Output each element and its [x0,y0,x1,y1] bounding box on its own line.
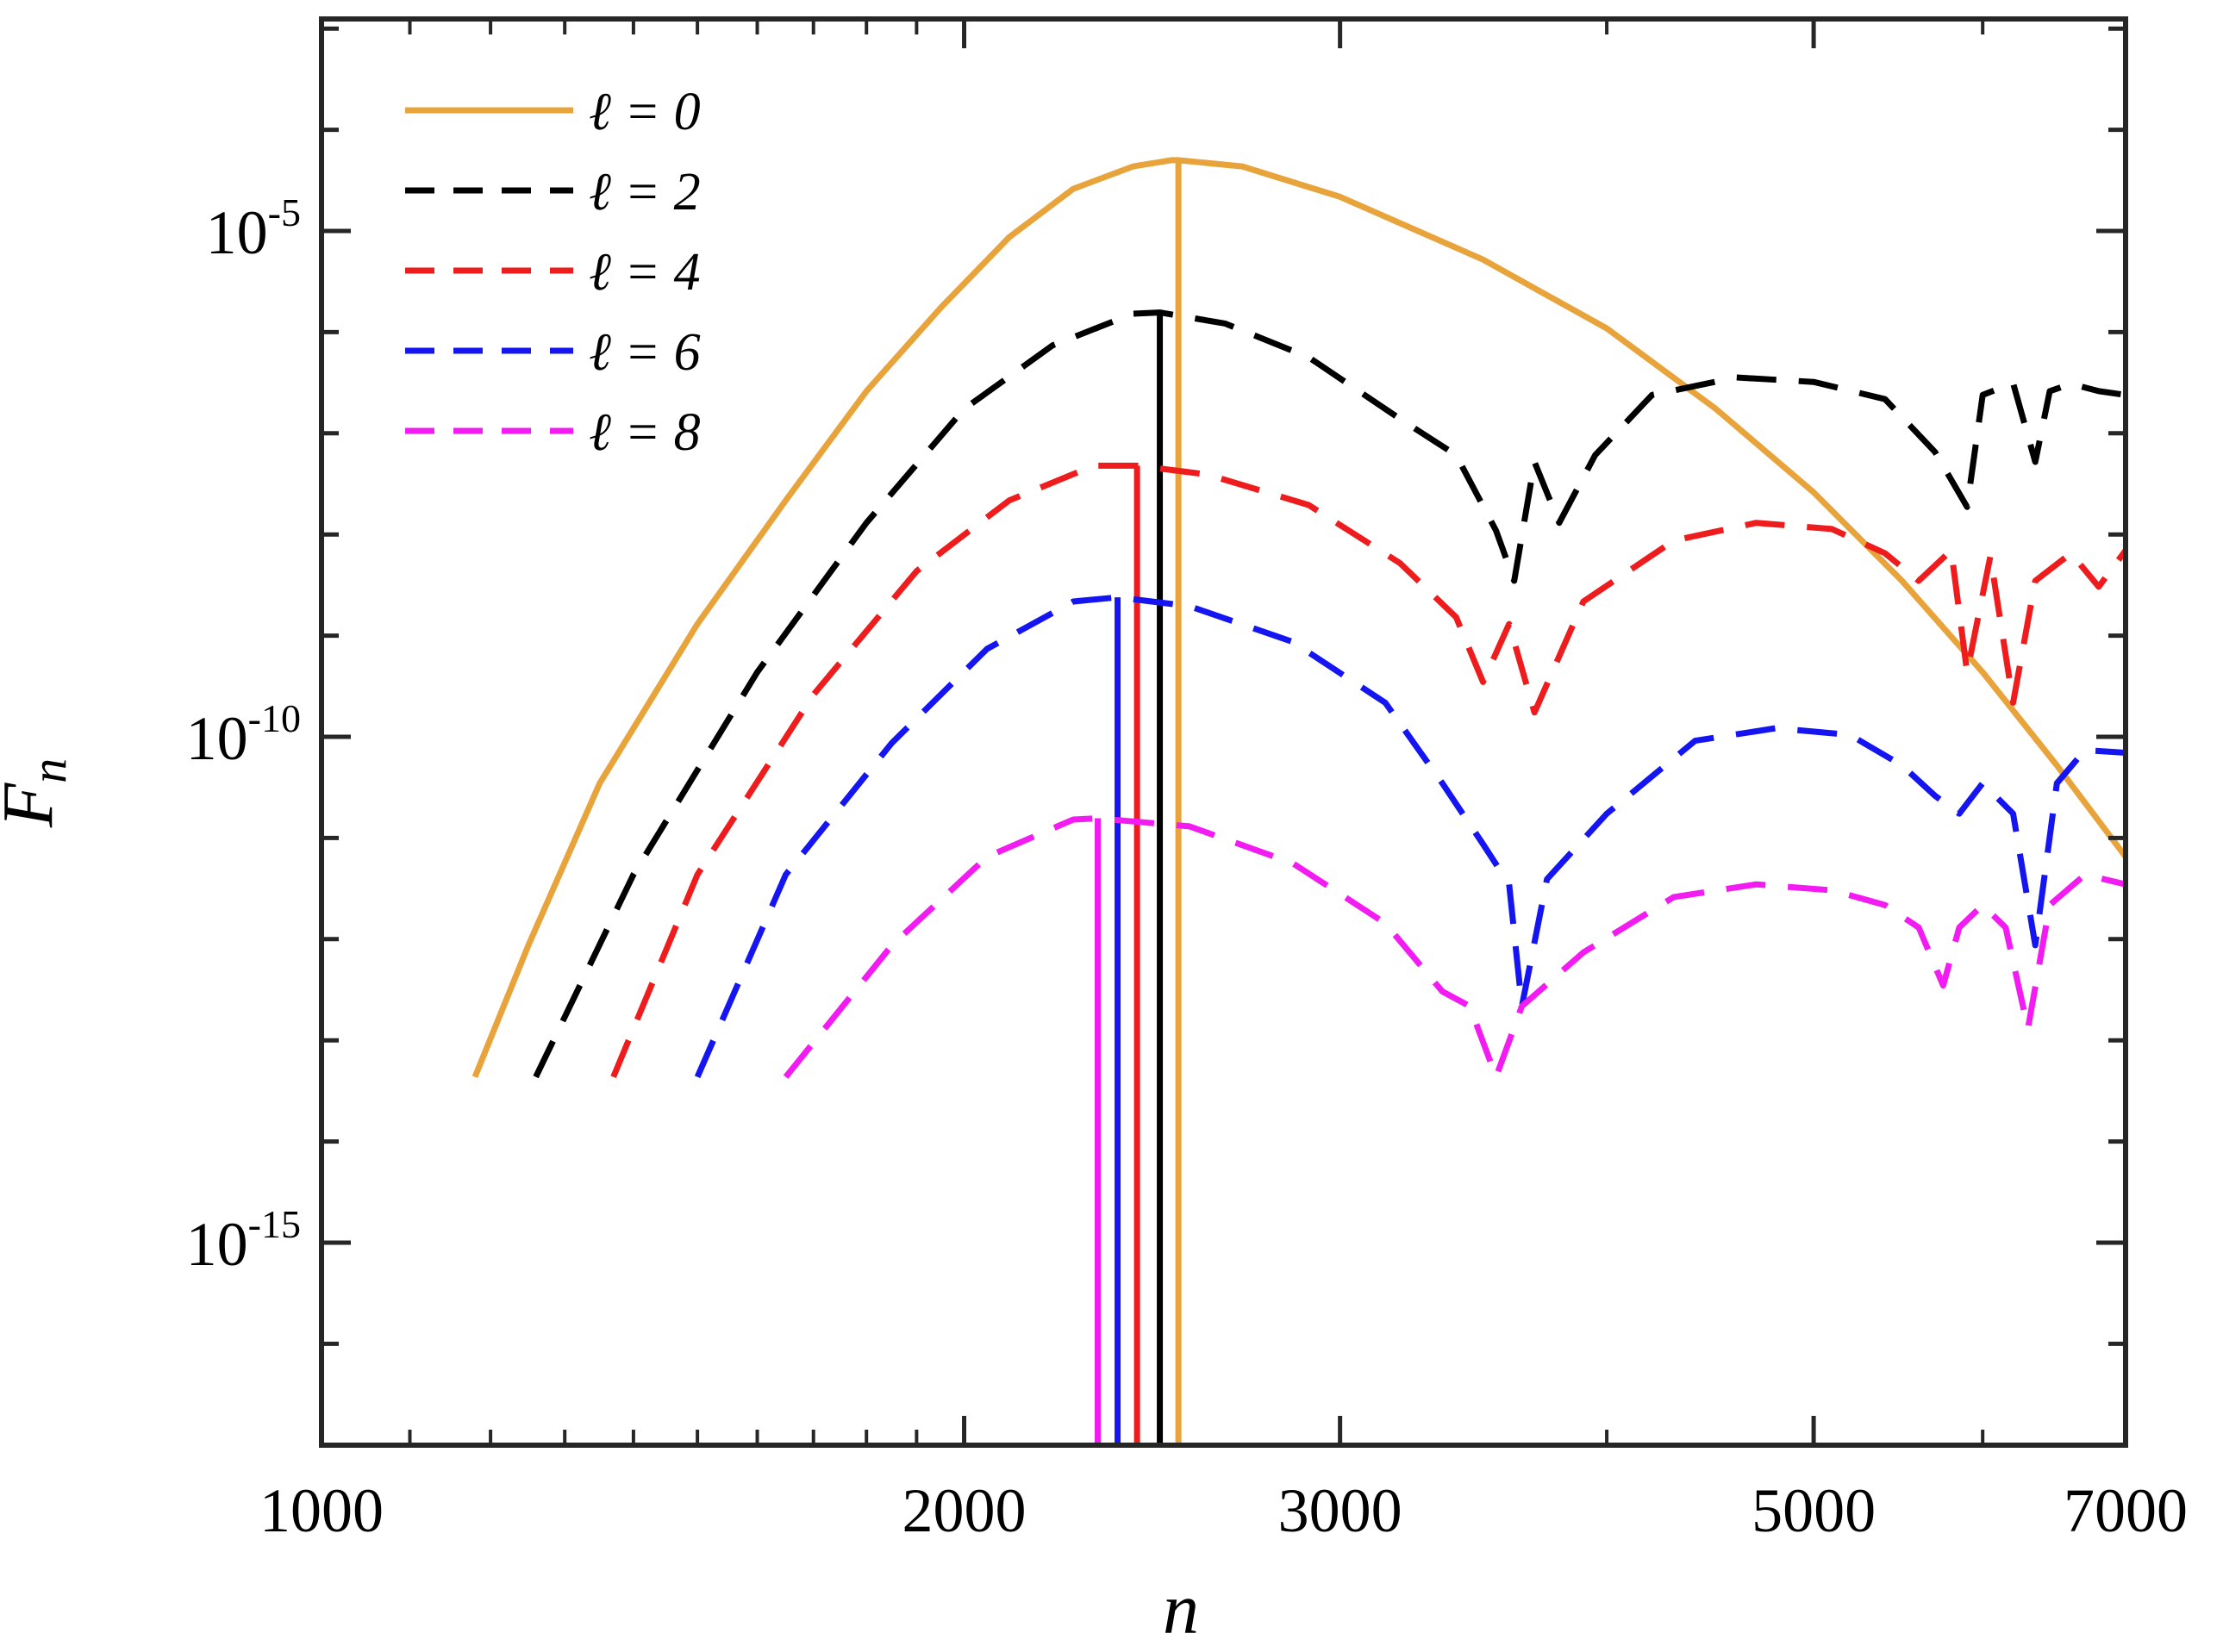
y-tick-label-exponent: -15 [248,1202,301,1246]
series-line-l2 [533,309,2126,1079]
series-line-l0 [471,157,2126,1079]
axes-frame [319,16,2128,1448]
series-layer [471,157,2126,1445]
x-tick-label: 2000 [902,1476,1027,1545]
y-axis-label-main: F [0,782,68,828]
y-axis-label-subscript: n [21,758,77,783]
legend-label-l2: ℓ = 2 [589,163,701,221]
legend-label-l0: ℓ = 0 [589,83,701,141]
legend-label-l6: ℓ = 6 [589,323,701,382]
y-tick-label: 10-15 [186,1202,301,1279]
series-line-l8 [783,815,2126,1081]
y-axis-label: Fn [0,758,77,828]
series-line-l6 [694,594,2126,1079]
x-tick-label: 3000 [1278,1476,1402,1545]
series-line-l4 [610,462,2126,1079]
y-tick-label-exponent: -10 [248,696,301,740]
y-tick-label: 10-10 [186,696,301,773]
y-tick-label: 10-5 [206,190,301,267]
axes-box [319,16,2128,1448]
legend: ℓ = 0 ℓ = 2 ℓ = 4 ℓ = 6 ℓ = 8 [405,83,701,462]
x-tick-label: 5000 [1752,1476,1876,1545]
x-tick-label: 7000 [2064,1476,2188,1545]
y-tick-label-exponent: -5 [268,190,301,234]
y-tick-label-base: 10 [186,704,248,773]
x-tick-label: 1000 [259,1476,384,1545]
y-tick-label-base: 10 [206,198,268,267]
legend-label-l4: ℓ = 4 [589,243,701,302]
x-axis-label: n [1163,1569,1199,1649]
legend-label-l8: ℓ = 8 [589,403,701,462]
y-tick-label-base: 10 [186,1210,248,1279]
